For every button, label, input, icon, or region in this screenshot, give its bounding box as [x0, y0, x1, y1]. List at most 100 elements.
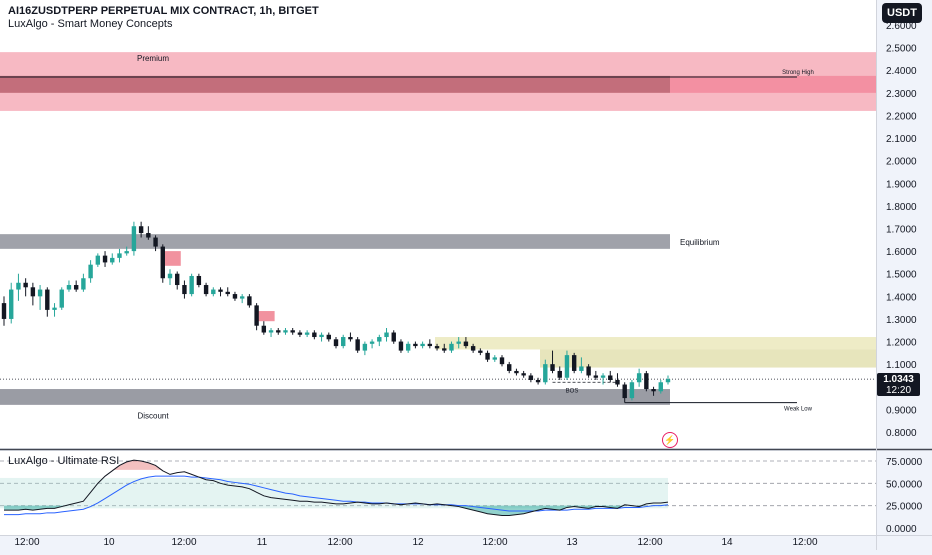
candle-body [167, 273, 173, 279]
candle-body [290, 330, 295, 333]
candle-body [52, 307, 57, 310]
candle-body [196, 275, 202, 286]
price-tick-label: 1.6000 [886, 247, 917, 258]
candle-body [405, 343, 411, 351]
candle-body [571, 355, 577, 371]
bos-label: BOS [566, 389, 579, 395]
candle-body [81, 278, 86, 290]
candle-body [355, 339, 360, 351]
candle-body [117, 253, 122, 258]
candle-body [557, 370, 562, 378]
premium-label: Premium [137, 54, 169, 63]
candle-body [319, 334, 324, 338]
candle-body [59, 289, 64, 308]
rsi-line [4, 459, 669, 516]
price-tick-label: 0.9000 [886, 405, 917, 416]
candle-body [550, 364, 555, 371]
time-tick-label: 12:00 [14, 537, 39, 548]
time-tick-label: 12 [412, 537, 424, 548]
bar-countdown: 12:20 [885, 384, 912, 396]
candle-body [644, 373, 649, 390]
candle-body [615, 379, 620, 385]
candle-body [514, 370, 519, 374]
candle-body [312, 332, 317, 338]
rsi-indicator-label[interactable]: LuxAlgo - Ultimate RSI [8, 455, 120, 467]
price-tick-label: 1.3000 [886, 315, 917, 326]
candle-body [268, 330, 274, 333]
price-tick-label: 1.7000 [886, 225, 917, 236]
price-tick-label: 2.6000 [886, 21, 917, 32]
candle-body [521, 373, 526, 376]
last-price: 1.0343 [883, 373, 914, 385]
candle-body [420, 343, 425, 347]
candle-body [398, 341, 404, 351]
candle-body [622, 384, 627, 399]
rsi-tick-label: 75.0000 [886, 457, 923, 468]
candle-body [175, 273, 180, 286]
candle-body [579, 366, 584, 371]
candle-body [138, 226, 144, 234]
candle-body [391, 332, 396, 342]
candle-body [485, 352, 490, 360]
bearish-order-block-2 [254, 311, 275, 322]
candle-body [456, 341, 461, 344]
bearish-order-block-1 [160, 251, 181, 266]
candle-body [16, 282, 21, 290]
candle-body [463, 341, 469, 347]
time-tick-label: 12:00 [327, 537, 352, 548]
price-tick-label: 1.5000 [886, 270, 917, 281]
candle-body [131, 226, 137, 252]
equilibrium-zone [0, 234, 670, 249]
candle-body [651, 389, 656, 392]
rsi-overbought-fill [4, 460, 668, 470]
candle-body [37, 289, 43, 297]
candle-body [442, 348, 447, 351]
candle-body [348, 337, 353, 340]
candle-body [261, 325, 267, 333]
indicator-label[interactable]: LuxAlgo - Smart Money Concepts [8, 18, 173, 30]
candle-body [658, 382, 663, 392]
price-tick-label: 1.2000 [886, 338, 917, 349]
candle-body [283, 330, 288, 333]
candle-body [665, 379, 671, 383]
candle-body [600, 375, 606, 378]
candle-body [535, 379, 541, 383]
price-tick-label: 2.5000 [886, 44, 917, 55]
candle-body [160, 246, 165, 279]
candle-body [189, 275, 194, 295]
strong-high-label: Strong High [782, 70, 814, 76]
rsi-tick-label: 25.0000 [886, 502, 923, 513]
candle-body [124, 251, 129, 254]
candle-body [247, 296, 252, 306]
last-price-tag: 1.0343 12:20 [877, 373, 920, 396]
candle-body [492, 357, 497, 360]
candle-body [593, 375, 599, 378]
candle-body [629, 382, 635, 399]
candle-body [449, 343, 454, 351]
discount-zone [0, 389, 670, 405]
rsi-tick-label: 50.0000 [886, 479, 923, 490]
price-tick-label: 1.8000 [886, 202, 917, 213]
candle-body [73, 285, 79, 290]
candle-body [30, 287, 36, 297]
price-tick-label: 2.1000 [886, 134, 917, 145]
candle-body [45, 289, 50, 310]
candle-body [297, 332, 303, 335]
candle-body [384, 332, 389, 338]
candle-body [23, 282, 28, 288]
candle-body [608, 375, 613, 380]
time-tick-label: 10 [103, 537, 115, 548]
candle-body [528, 375, 534, 380]
lightning-icon[interactable]: ⚡ [662, 432, 678, 448]
price-tick-label: 2.3000 [886, 89, 917, 100]
candle-body [182, 285, 187, 295]
candle-body [326, 334, 331, 340]
candle-body [211, 289, 216, 295]
candle-body [369, 341, 375, 344]
supply-zone-upper [435, 337, 876, 350]
currency-badge[interactable]: USDT [882, 3, 922, 23]
weak-low-label: Weak Low [784, 407, 813, 413]
candle-body [88, 264, 93, 279]
